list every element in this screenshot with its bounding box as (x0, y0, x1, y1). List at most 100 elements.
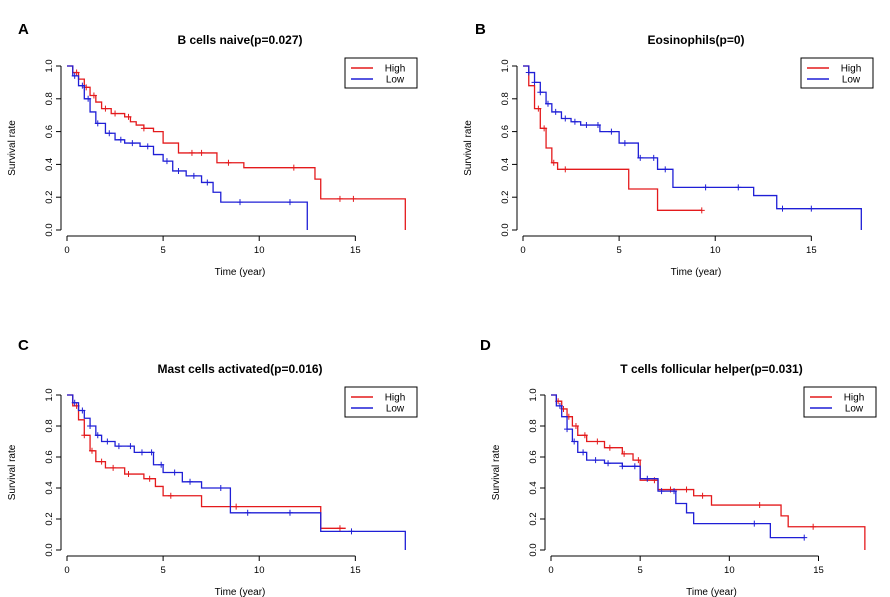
censor-mark-high (198, 149, 205, 156)
panel-letter: D (480, 337, 491, 354)
censor-mark-high (73, 69, 80, 76)
x-tick-label: 15 (806, 245, 817, 256)
censor-mark-low (71, 72, 78, 79)
y-axis-label: Survival rate (491, 444, 502, 500)
y-tick-label: 0.4 (528, 481, 539, 494)
censor-mark-high (90, 92, 97, 99)
censor-mark-low (594, 122, 601, 129)
censor-mark-low (148, 449, 155, 456)
censor-mark-high (110, 464, 117, 471)
censor-mark-low (117, 136, 124, 143)
km-curve-low (67, 394, 406, 550)
censor-mark-low (115, 443, 122, 450)
y-axis-label: Survival rate (463, 120, 474, 176)
censor-mark-high (290, 164, 297, 171)
censor-mark-low (779, 205, 786, 212)
y-tick-label: 0.2 (528, 512, 539, 525)
censor-mark-low (605, 460, 612, 467)
censor-mark-low (104, 438, 111, 445)
x-tick-label: 10 (254, 565, 265, 576)
x-tick-label: 0 (520, 245, 525, 256)
km-curve-low (551, 394, 805, 539)
censor-mark-low (751, 520, 758, 527)
censor-mark-low (544, 100, 551, 107)
km-curve-high (67, 65, 406, 230)
censor-mark-high (581, 432, 588, 439)
km-curve-high (551, 394, 866, 550)
y-tick-label: 0.8 (528, 419, 539, 432)
y-tick-label: 0.6 (44, 125, 55, 138)
chart-title: Mast cells activated(p=0.016) (157, 362, 322, 376)
censor-mark-low (127, 443, 134, 450)
x-tick-label: 5 (616, 245, 621, 256)
censor-mark-low (556, 402, 563, 409)
panel-letter: C (18, 337, 29, 354)
censor-mark-high (683, 486, 690, 493)
censor-mark-high (699, 492, 706, 499)
y-tick-label: 0.4 (44, 158, 55, 171)
y-tick-label: 0.2 (500, 191, 511, 204)
legend-box (344, 386, 418, 418)
censor-mark-low (702, 184, 709, 191)
y-tick-label: 0.4 (44, 481, 55, 494)
censor-mark-high (336, 525, 343, 532)
censor-mark-high (88, 447, 95, 454)
censor-mark-high (146, 475, 153, 482)
legend-label-high: High (385, 393, 406, 404)
censor-mark-low (564, 426, 571, 433)
y-tick-label: 1.0 (500, 59, 511, 72)
y-tick-label: 0.2 (44, 191, 55, 204)
censor-mark-low (144, 143, 151, 150)
censor-mark-low (175, 167, 182, 174)
legend-label-low: Low (842, 75, 861, 86)
legend-box (800, 57, 874, 89)
x-axis-label: Time (year) (215, 267, 266, 278)
censor-mark-low (171, 469, 178, 476)
censor-mark-high (572, 423, 579, 429)
panel-c: C Mast cells activated(p=0.016) 0 5 10 15 0.0 0… (7, 337, 418, 597)
km-curve-low (67, 65, 308, 230)
y-tick-label: 1.0 (44, 59, 55, 72)
y-tick-label: 0.0 (500, 223, 511, 236)
panel-letter: A (18, 21, 29, 38)
chart-title: Eosinophils(p=0) (647, 33, 744, 47)
y-tick-label: 0.0 (528, 543, 539, 556)
censor-mark-low (658, 488, 665, 495)
censor-mark-low (644, 475, 651, 482)
km-curve-low (523, 65, 862, 230)
x-tick-label: 5 (638, 565, 643, 576)
censor-mark-low (286, 199, 293, 206)
x-tick-label: 15 (350, 245, 361, 256)
legend-box (803, 386, 877, 418)
censor-mark-low (621, 140, 628, 147)
censor-mark-high (98, 458, 105, 465)
censor-mark-high (541, 125, 548, 132)
panel-a: A B cells naive(p=0.027) 0 5 10 15 0.0 0.2 0.4 0.… (7, 21, 418, 278)
censor-mark-low (608, 128, 615, 135)
censor-mark-low (592, 457, 599, 464)
censor-mark-low (138, 449, 145, 456)
x-tick-label: 0 (548, 565, 553, 576)
y-tick-label: 0.6 (500, 125, 511, 138)
censor-mark-low (801, 534, 808, 541)
censor-mark-low (650, 154, 657, 161)
censor-mark-low (94, 120, 101, 127)
censor-mark-low (583, 122, 590, 129)
y-tick-label: 0.6 (44, 450, 55, 463)
legend-label-low: Low (386, 75, 405, 86)
x-tick-label: 5 (160, 565, 165, 576)
legend-box (344, 57, 418, 89)
censor-mark-low (163, 158, 170, 165)
censor-mark-high (350, 195, 357, 202)
y-axis-label: Survival rate (7, 120, 18, 176)
x-tick-label: 0 (64, 565, 69, 576)
censor-mark-low (204, 179, 211, 186)
censor-mark-high (188, 149, 195, 156)
censor-mark-high (756, 502, 763, 509)
censor-mark-high (621, 450, 628, 457)
x-tick-label: 10 (724, 565, 735, 576)
x-tick-label: 10 (254, 245, 265, 256)
censor-mark-low (531, 79, 538, 86)
y-tick-label: 1.0 (44, 388, 55, 401)
